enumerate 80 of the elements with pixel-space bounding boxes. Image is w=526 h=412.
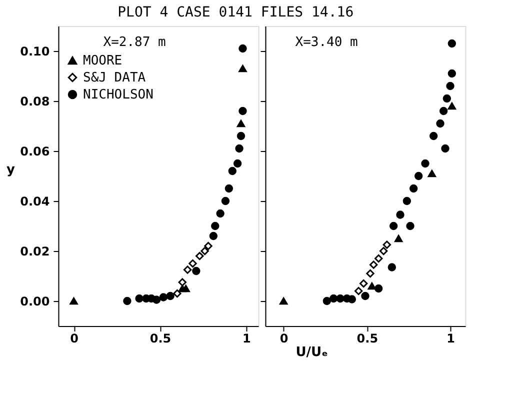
chart-title: PLOT 4 CASE 0141 FILES 14.16 (118, 4, 354, 20)
point (236, 132, 246, 140)
y-axis-title: y (6, 162, 16, 178)
y-tick-label: 0.02 (20, 244, 50, 258)
point (414, 172, 423, 180)
x-tick-label: 0.5 (356, 332, 378, 346)
point (279, 297, 288, 305)
point (448, 69, 456, 78)
point (389, 222, 398, 230)
point (394, 234, 403, 242)
point (402, 196, 412, 206)
point (216, 209, 224, 218)
annotation: X=3.40 m (295, 35, 358, 50)
point (238, 44, 247, 53)
annotation: X=2.87 m (103, 35, 166, 50)
point (329, 294, 338, 303)
point (238, 64, 247, 72)
point (382, 240, 392, 249)
point (429, 132, 438, 140)
point (421, 159, 430, 168)
x-tick-label: 0 (280, 332, 288, 346)
y-tick-label: 0.10 (20, 44, 50, 58)
point (436, 119, 444, 128)
point (388, 263, 396, 272)
x-axis-title: U/Uₑ (296, 345, 328, 360)
y-tick-label: 0.08 (20, 94, 50, 108)
point (361, 292, 370, 300)
point (166, 292, 174, 300)
point (374, 284, 383, 293)
point (224, 184, 234, 193)
y-tick-label: 0.06 (20, 144, 50, 158)
x-tick-label: 0.5 (150, 332, 172, 346)
point (406, 222, 414, 230)
y-tick-label: 0.00 (20, 294, 50, 308)
point (366, 269, 374, 278)
x-tick-label: 1 (446, 332, 455, 346)
y-tick-label: 0.04 (20, 194, 50, 208)
point (183, 266, 192, 274)
legend-label: NICHOLSON (83, 88, 154, 102)
point (233, 159, 242, 168)
point (441, 144, 450, 153)
point (123, 296, 132, 306)
point (428, 170, 436, 178)
point (211, 222, 220, 230)
point (192, 266, 200, 276)
point (236, 120, 246, 128)
point (448, 102, 456, 110)
point (396, 210, 404, 219)
point (221, 196, 230, 206)
point (235, 144, 244, 153)
point (379, 246, 388, 256)
point (200, 246, 209, 256)
point (173, 289, 182, 298)
point (336, 294, 344, 303)
legend-label: S&J DATA (83, 70, 146, 86)
point (135, 294, 144, 303)
point (442, 94, 452, 103)
point (182, 284, 190, 292)
point (178, 278, 186, 286)
point (228, 166, 236, 176)
point (238, 106, 247, 116)
point (152, 296, 161, 304)
point (70, 297, 78, 305)
point (204, 242, 212, 250)
point (159, 293, 168, 302)
point (354, 286, 363, 296)
point (374, 254, 383, 263)
point (188, 259, 197, 268)
point (359, 279, 368, 288)
point (196, 252, 204, 260)
x-tick-label: 1 (242, 332, 251, 346)
point (409, 184, 418, 193)
point (369, 260, 378, 269)
x-tick-label: 0 (70, 332, 78, 346)
point (209, 232, 218, 240)
point (448, 39, 456, 48)
point (439, 106, 448, 116)
point (322, 296, 332, 306)
point (446, 82, 454, 90)
legend-label: MOORE (83, 54, 122, 68)
